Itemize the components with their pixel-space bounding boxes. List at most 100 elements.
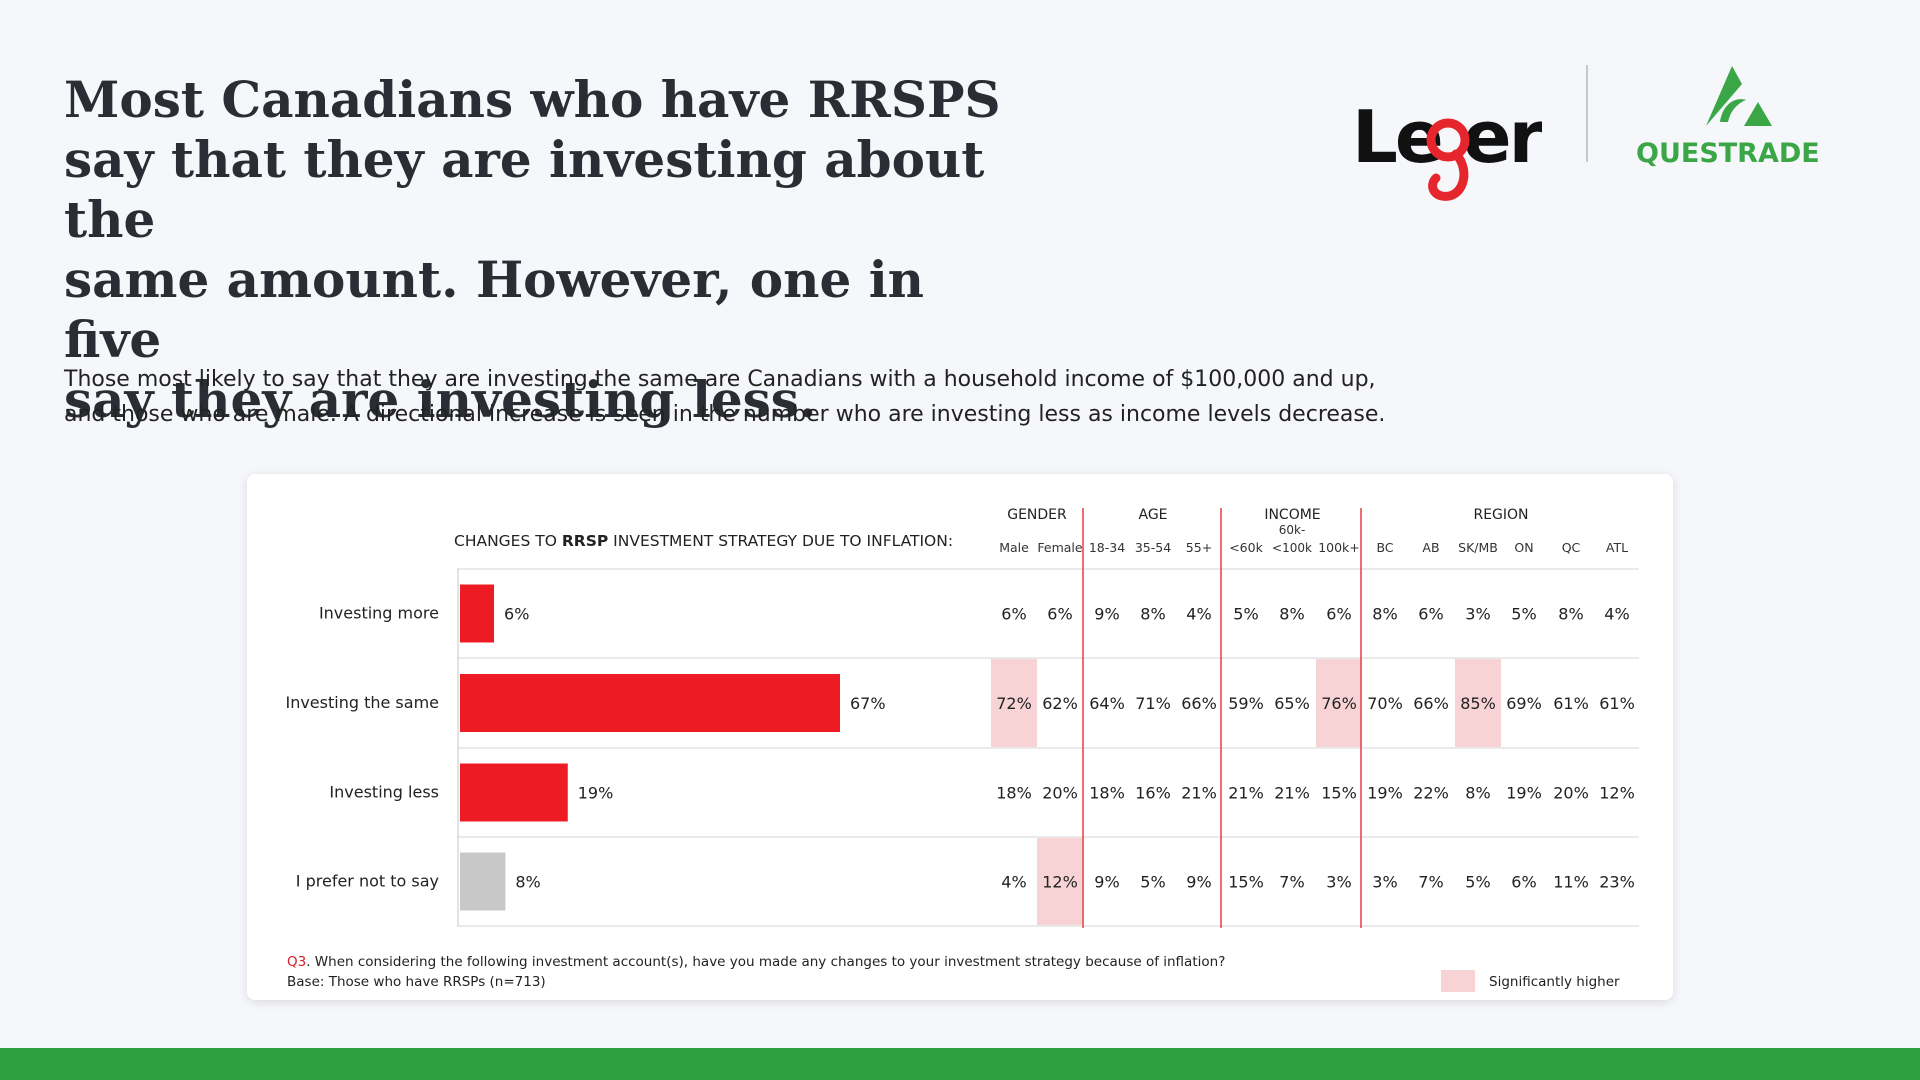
chart-title: CHANGES TO RRSP INVESTMENT STRATEGY DUE … xyxy=(454,532,953,550)
table-cell: 8% xyxy=(1558,605,1583,624)
column-header: 18-34 xyxy=(1089,540,1125,555)
questrade-logo-text: QUESTRADE xyxy=(1636,138,1820,169)
group-header: AGE xyxy=(1138,507,1167,523)
bar-value-label: 8% xyxy=(515,873,540,892)
table-cell: 66% xyxy=(1181,694,1217,713)
table-cell: 20% xyxy=(1553,784,1589,803)
group-header: GENDER xyxy=(1007,507,1067,523)
table-cell: 61% xyxy=(1553,694,1589,713)
table-cell: 61% xyxy=(1599,694,1635,713)
footnote-q-text: . When considering the following investm… xyxy=(306,954,1225,970)
footnote-base: Base: Those who have RRSPs (n=713) xyxy=(287,974,546,990)
chart-card: CHANGES TO RRSP INVESTMENT STRATEGY DUE … xyxy=(247,474,1673,1000)
table-cell: 76% xyxy=(1321,694,1357,713)
table-cell: 6% xyxy=(1511,873,1536,892)
column-header: ON xyxy=(1514,540,1533,555)
column-header: AB xyxy=(1422,540,1439,555)
highlight-cell xyxy=(1316,659,1362,747)
table-cell: 6% xyxy=(1418,605,1443,624)
bar xyxy=(460,674,840,732)
leger-red-g-icon xyxy=(1426,118,1470,201)
headline-line: say they are investing less. xyxy=(64,370,817,429)
category-label: Investing less xyxy=(329,783,439,802)
table-cell: 3% xyxy=(1465,605,1490,624)
legend-label: Significantly higher xyxy=(1489,974,1620,990)
column-header: <60k xyxy=(1229,540,1263,555)
bar-value-label: 19% xyxy=(578,784,614,803)
table-cell: 4% xyxy=(1604,605,1629,624)
table-cell: 5% xyxy=(1465,873,1490,892)
logo-divider xyxy=(1586,65,1588,162)
table-cell: 11% xyxy=(1553,873,1589,892)
column-header: QC xyxy=(1562,540,1581,555)
table-cell: 9% xyxy=(1094,873,1119,892)
headline-line: Most Canadians who have RRSPS xyxy=(64,70,1001,129)
headline-line: say that they are investing about the xyxy=(64,130,985,249)
headline: Most Canadians who have RRSPS say that t… xyxy=(64,70,1024,430)
column-header: 35-54 xyxy=(1135,540,1171,555)
leger-logo-text: Le er xyxy=(1352,95,1542,179)
leger-logo: Le er xyxy=(1352,95,1542,201)
table-cell: 21% xyxy=(1274,784,1310,803)
column-header: SK/MB xyxy=(1458,540,1498,555)
table-cell: 71% xyxy=(1135,694,1171,713)
table-cell: 5% xyxy=(1233,605,1258,624)
bar-value-label: 67% xyxy=(850,694,886,713)
bar xyxy=(460,763,568,822)
footnote-question: Q3. When considering the following inves… xyxy=(287,954,1225,970)
table-cell: 8% xyxy=(1465,784,1490,803)
column-header: 60k- xyxy=(1279,523,1306,537)
highlight-cell xyxy=(991,659,1037,747)
headline-line: same amount. However, one in five xyxy=(64,250,925,369)
subtext-line: and those who are male. A directional in… xyxy=(64,402,1386,427)
table-cell: 18% xyxy=(996,784,1032,803)
bar xyxy=(460,852,506,911)
table-cell: 65% xyxy=(1274,694,1310,713)
table-cell: 5% xyxy=(1140,873,1165,892)
table-cell: 3% xyxy=(1372,873,1397,892)
group-header: INCOME xyxy=(1264,507,1320,523)
table-cell: 21% xyxy=(1228,784,1264,803)
chart-title-suffix: INVESTMENT STRATEGY DUE TO INFLATION: xyxy=(608,532,953,550)
highlight-cell xyxy=(1455,659,1501,747)
questrade-logo: QUESTRADE xyxy=(1636,66,1820,169)
column-header: 100k+ xyxy=(1318,540,1360,555)
column-header: 55+ xyxy=(1186,540,1212,555)
column-header: Male xyxy=(999,540,1029,555)
table-cell: 16% xyxy=(1135,784,1171,803)
bar-value-label: 6% xyxy=(504,605,529,624)
table-cell: 7% xyxy=(1418,873,1443,892)
table-cell: 62% xyxy=(1042,694,1078,713)
footnote-q-label: Q3 xyxy=(287,954,306,970)
category-label: I prefer not to say xyxy=(296,872,439,891)
table-cell: 19% xyxy=(1506,784,1542,803)
category-label: Investing more xyxy=(319,604,439,623)
column-header: Female xyxy=(1037,540,1083,555)
table-cell: 6% xyxy=(1001,605,1026,624)
table-cell: 20% xyxy=(1042,784,1078,803)
highlight-cell xyxy=(1037,838,1083,925)
table-cell: 19% xyxy=(1367,784,1403,803)
table-cell: 12% xyxy=(1042,873,1078,892)
table-cell: 8% xyxy=(1279,605,1304,624)
table-cell: 12% xyxy=(1599,784,1635,803)
table-cell: 72% xyxy=(996,694,1032,713)
table-cell: 66% xyxy=(1413,694,1449,713)
table-cell: 5% xyxy=(1511,605,1536,624)
table-cell: 22% xyxy=(1413,784,1449,803)
column-header: ATL xyxy=(1606,540,1628,555)
table-cell: 70% xyxy=(1367,694,1403,713)
subtext-line: Those most likely to say that they are i… xyxy=(64,367,1376,392)
table-cell: 6% xyxy=(1047,605,1072,624)
subtext: Those most likely to say that they are i… xyxy=(64,362,1504,432)
table-cell: 7% xyxy=(1279,873,1304,892)
table-cell: 8% xyxy=(1140,605,1165,624)
bar xyxy=(460,584,495,643)
questrade-mark-icon xyxy=(1706,66,1772,126)
group-header: REGION xyxy=(1473,507,1528,523)
bottom-brand-bar xyxy=(0,1048,1920,1080)
table-cell: 85% xyxy=(1460,694,1496,713)
table-cell: 9% xyxy=(1094,605,1119,624)
table-cell: 59% xyxy=(1228,694,1264,713)
column-header: BC xyxy=(1376,540,1393,555)
